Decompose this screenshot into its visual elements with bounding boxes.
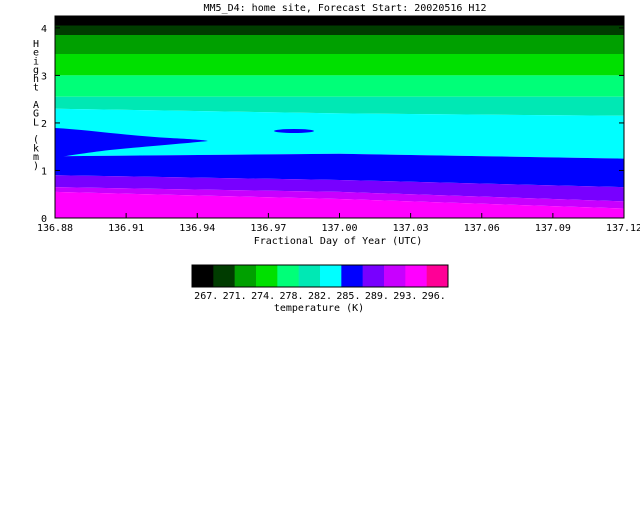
contour-band-6 bbox=[55, 108, 624, 159]
colorbar-tick-label: 293. bbox=[393, 291, 417, 302]
y-tick-label: 0 bbox=[41, 214, 47, 225]
colorbar-tick-label: 267. bbox=[194, 291, 218, 302]
y-tick-label: 2 bbox=[41, 119, 47, 130]
colorbar-swatch bbox=[234, 265, 257, 287]
colorbar-swatch bbox=[384, 265, 406, 287]
colorbar-swatch bbox=[298, 265, 321, 287]
cold-pocket-region bbox=[274, 129, 314, 133]
x-tick-label: 137.06 bbox=[464, 223, 500, 234]
colorbar-tick-label: 296. bbox=[422, 291, 446, 302]
colorbar-tick-label: 282. bbox=[308, 291, 332, 302]
contour-band-5 bbox=[55, 96, 624, 116]
contour-band-1 bbox=[55, 25, 624, 35]
x-tick-label: 137.00 bbox=[321, 223, 357, 234]
contour-bands bbox=[55, 16, 624, 218]
x-tick-label: 137.03 bbox=[393, 223, 429, 234]
contour-band-2 bbox=[55, 35, 624, 54]
colorbar-tick-label: 289. bbox=[365, 291, 389, 302]
colorbar-swatch bbox=[277, 265, 299, 287]
cold-tongue-region bbox=[55, 128, 208, 158]
x-tick-label: 137.09 bbox=[535, 223, 571, 234]
colorbar-label: temperature (K) bbox=[274, 303, 364, 314]
contour-band-10 bbox=[55, 191, 624, 218]
x-tick-label: 137.12 bbox=[606, 223, 640, 234]
contour-band-7 bbox=[55, 153, 624, 188]
y-tick-label: 4 bbox=[41, 24, 47, 35]
chart-title: MM5_D4: home site, Forecast Start: 20020… bbox=[204, 3, 487, 14]
colorbar-tick-label: 278. bbox=[280, 291, 304, 302]
x-tick-label: 136.94 bbox=[179, 223, 215, 234]
colorbar-swatch bbox=[405, 265, 427, 287]
colorbar-swatch bbox=[192, 265, 214, 287]
x-tick-label: 136.88 bbox=[37, 223, 73, 234]
contour-band-4 bbox=[55, 75, 624, 97]
colorbar-swatch bbox=[256, 265, 278, 287]
contour-features bbox=[55, 128, 314, 158]
contour-band-9 bbox=[55, 187, 624, 209]
colorbar-swatch bbox=[320, 265, 342, 287]
colorbar-frame bbox=[191, 264, 449, 288]
y-tick-label: 3 bbox=[41, 71, 47, 82]
colorbar-tick-label: 274. bbox=[251, 291, 275, 302]
y-tick-label: 1 bbox=[41, 166, 47, 177]
colorbar-swatch bbox=[362, 265, 385, 287]
colorbar-swatch bbox=[426, 265, 449, 287]
colorbar-swatch bbox=[341, 265, 363, 287]
colorbar-tick-labels: 267. 271. 274. 278. 282. 285. 289. 293. 296. bbox=[194, 291, 446, 302]
contour-band-3 bbox=[55, 54, 624, 76]
contour-band-8 bbox=[55, 175, 624, 202]
colorbar-swatch bbox=[213, 265, 235, 287]
x-tick-label: 136.91 bbox=[108, 223, 144, 234]
y-axis-ticks: 0 1 2 3 4 bbox=[41, 24, 624, 225]
colorbar bbox=[191, 264, 449, 288]
colorbar-tick-label: 271. bbox=[223, 291, 247, 302]
x-axis-ticks: 136.88 136.91 136.94 136.97 137.00 137.03 137.… bbox=[37, 16, 640, 234]
x-axis-label: Fractional Day of Year (UTC) bbox=[254, 236, 423, 247]
colorbar-tick-label: 285. bbox=[336, 291, 360, 302]
x-tick-label: 136.97 bbox=[250, 223, 286, 234]
